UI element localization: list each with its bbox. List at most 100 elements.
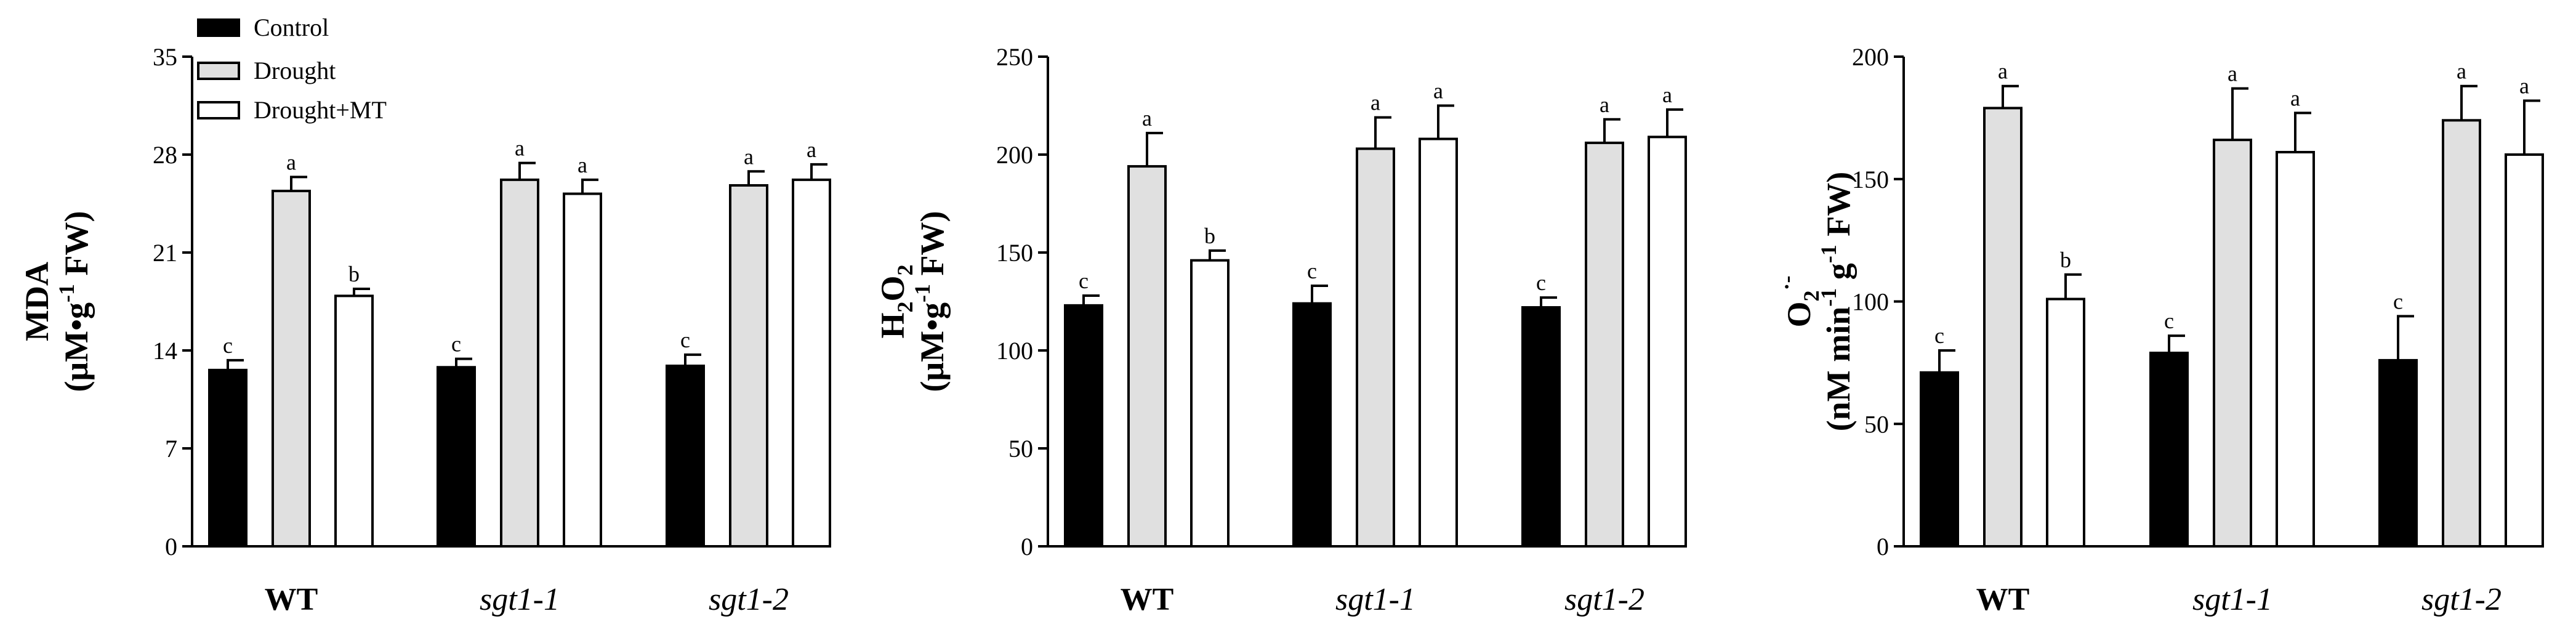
y-axis-unit-part: g	[58, 302, 95, 319]
y-axis-label: O2·-(nM min-1 g-1 FW)	[1774, 172, 1857, 431]
significance-label: a	[1371, 91, 1380, 115]
significance-label: a	[2457, 59, 2466, 84]
significance-label: a	[1600, 92, 1609, 117]
y-axis-unit-part: g	[914, 302, 951, 319]
y-axis-unit-part: (nM min	[1820, 307, 1857, 432]
bar-drought-mt	[2276, 151, 2315, 548]
bar-drought	[2442, 119, 2481, 548]
significance-label: b	[1204, 224, 1215, 248]
y-axis-title-part: O	[1781, 301, 1817, 327]
y-axis-title-part: ·-	[1774, 275, 1799, 290]
legend-swatch	[197, 62, 240, 80]
y-tick-label: 50	[1864, 410, 1889, 438]
bar-control	[1920, 371, 1959, 548]
bar-drought	[1983, 107, 2023, 548]
bar-drought	[1127, 165, 1167, 548]
y-axis-unit-part: •	[914, 319, 951, 331]
y-axis-unit-part: (μM	[58, 331, 95, 392]
bar-drought-mt	[2505, 153, 2544, 548]
y-axis-unit-part: g	[1820, 263, 1857, 288]
y-tick-label: 100	[996, 337, 1033, 365]
bar-control	[208, 368, 248, 548]
y-axis-title: MDA	[18, 262, 55, 341]
bar-drought	[272, 190, 311, 548]
y-axis-title-part: 2	[1799, 290, 1824, 301]
y-axis-unit-part: FW)	[914, 211, 951, 284]
y-tick-label: 50	[1008, 435, 1033, 463]
legend-label: Drought+MT	[254, 96, 387, 124]
y-axis-unit-part: (μM	[914, 331, 951, 392]
bar-drought	[1585, 141, 1624, 548]
y-axis-title-part: 2	[893, 264, 917, 275]
bar-drought	[729, 184, 768, 548]
y-axis-title: O2·-	[1774, 275, 1824, 327]
y-tick-label: 0	[1021, 533, 1033, 560]
significance-label: c	[223, 333, 233, 358]
y-axis-label: H2O2(μM•g-1 FW)	[874, 211, 951, 392]
significance-label: c	[2393, 289, 2403, 313]
y-axis-title-part: 2	[893, 302, 917, 313]
legend-label: Control	[254, 14, 329, 41]
significance-label: c	[1079, 269, 1089, 293]
x-category-label: sgt1-1	[2192, 582, 2272, 617]
legend-label: Drought	[254, 57, 336, 84]
bar-control	[2378, 358, 2418, 548]
y-axis-label: MDA(μM•g-1 FW)	[18, 211, 95, 392]
y-tick-label: 250	[996, 43, 1033, 71]
chart-panel-1: 0 7 14 21 28 35 c c c a a a b a a WT sgt1-1 sgt1-2 MDA(μM•…	[18, 43, 831, 617]
y-tick-label: 7	[165, 435, 177, 463]
significance-label: c	[2164, 309, 2174, 333]
y-axis-title-part: H	[874, 313, 911, 339]
bar-drought-mt	[792, 178, 831, 548]
legend-swatch	[197, 18, 240, 37]
y-axis-unit-part: FW)	[1820, 172, 1857, 245]
significance-label: a	[744, 144, 754, 169]
y-axis-unit: (μM•g-1 FW)	[54, 211, 95, 392]
bar-control	[1521, 306, 1561, 548]
bar-drought-mt	[334, 294, 374, 548]
significance-label: c	[451, 332, 461, 357]
significance-label: a	[2228, 62, 2237, 86]
bar-drought	[2213, 139, 2252, 548]
bar-control	[2149, 351, 2189, 548]
significance-label: a	[807, 137, 816, 162]
x-category-label: sgt1-2	[2421, 582, 2502, 617]
bar-drought	[1356, 147, 1395, 548]
x-category-label: WT	[1976, 582, 2030, 617]
significance-label: a	[2519, 74, 2529, 99]
legend: Control Drought Drought+MT	[197, 14, 387, 124]
significance-label: a	[1662, 83, 1672, 107]
y-axis-title: H2O2	[874, 264, 917, 338]
y-axis-unit-superscript: -1	[1816, 288, 1841, 307]
y-tick-label: 35	[153, 43, 177, 71]
y-tick-label: 14	[153, 337, 177, 365]
bar-drought-mt	[1419, 137, 1458, 548]
y-tick-label: 0	[165, 533, 177, 560]
bar-drought-mt	[1648, 135, 1687, 548]
y-tick-label: 21	[153, 239, 177, 267]
significance-label: c	[1934, 323, 1944, 348]
x-category-label: sgt1-2	[1564, 582, 1644, 617]
y-tick-label: 200	[996, 141, 1033, 169]
significance-label: b	[2060, 248, 2071, 272]
y-axis-unit-superscript: -1	[54, 284, 79, 302]
x-category-label: sgt1-1	[1335, 582, 1415, 617]
legend-swatch	[197, 101, 240, 119]
y-axis-unit-part: FW)	[58, 211, 95, 284]
significance-label: c	[1307, 259, 1317, 283]
y-axis-unit-part: •	[58, 319, 95, 331]
significance-label: c	[680, 328, 690, 352]
bar-drought	[500, 178, 539, 548]
x-category-label: sgt1-1	[480, 582, 560, 617]
y-axis-unit: (nM min-1 g-1 FW)	[1816, 172, 1857, 431]
y-axis-unit-superscript: -1	[1816, 245, 1841, 263]
bar-control	[1064, 304, 1103, 548]
bar-drought-mt	[563, 192, 602, 548]
y-axis-title-part: O	[874, 275, 911, 301]
significance-label: b	[348, 262, 360, 286]
y-axis-unit-superscript: -1	[910, 284, 935, 302]
y-tick-label: 150	[996, 239, 1033, 267]
